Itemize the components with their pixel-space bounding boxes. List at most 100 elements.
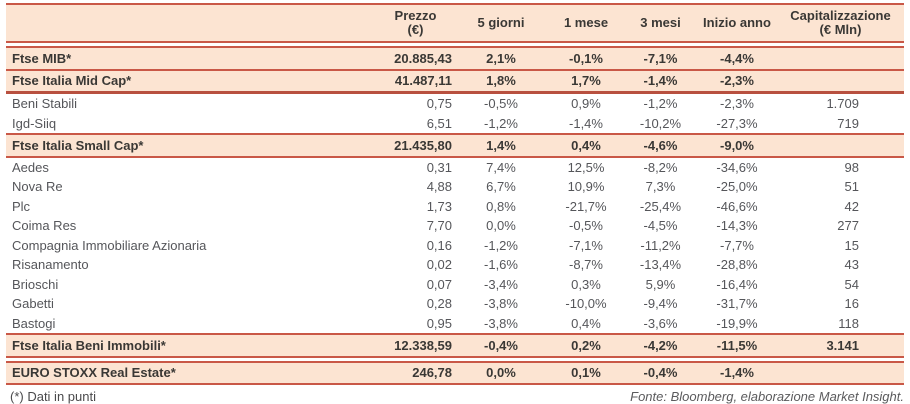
prices-table: Prezzo (€) 5 giorni 1 mese 3 mesi Inizio… bbox=[6, 3, 904, 385]
row-capitalizzazione: 118 bbox=[838, 315, 859, 331]
table-row: Compagnia Immobiliare Azionaria 0,16 -1,… bbox=[6, 235, 904, 255]
row-5-giorni: -3,8% bbox=[484, 296, 518, 312]
row-1-mese: 10,9% bbox=[567, 179, 605, 195]
row-name: Compagnia Immobiliare Azionaria bbox=[12, 237, 207, 253]
row-name: Coima Res bbox=[12, 218, 77, 234]
row-capitalizzazione: 16 bbox=[844, 296, 859, 312]
table-top-rule bbox=[6, 3, 904, 5]
row-prezzo: 12.338,59 bbox=[394, 337, 452, 353]
row-name: Ftse Italia Mid Cap* bbox=[12, 73, 132, 89]
row-inizio-anno: -27,3% bbox=[716, 115, 758, 131]
row-inizio-anno: -34,6% bbox=[716, 159, 758, 175]
row-3-mesi: -1,4% bbox=[643, 73, 678, 89]
row-name: Risanamento bbox=[12, 257, 89, 273]
row-name: Ftse MIB* bbox=[12, 50, 72, 66]
table-row: Beni Stabili 0,75 -0,5% 0,9% -1,2% -2,3%… bbox=[6, 94, 904, 114]
row-3-mesi: -4,5% bbox=[643, 218, 678, 234]
row-inizio-anno: -16,4% bbox=[716, 276, 758, 292]
row-divider bbox=[6, 91, 904, 94]
table-row: Nova Re 4,88 6,7% 10,9% 7,3% -25,0% 51 bbox=[6, 177, 904, 197]
row-name: Brioschi bbox=[12, 276, 59, 292]
row-1-mese: 0,4% bbox=[571, 315, 601, 331]
row-3-mesi: -9,4% bbox=[643, 296, 678, 312]
header-cell-3-mesi: 3 mesi bbox=[640, 14, 681, 30]
row-prezzo: 0,16 bbox=[426, 237, 452, 253]
row-divider bbox=[6, 333, 904, 335]
table-footer: (*) Dati in punti Fonte: Bloomberg, elab… bbox=[6, 389, 904, 404]
row-name: Plc bbox=[12, 198, 31, 214]
row-divider bbox=[6, 383, 904, 385]
row-prezzo: 41.487,11 bbox=[394, 73, 452, 89]
row-inizio-anno: -2,3% bbox=[720, 96, 754, 112]
row-1-mese: -0,1% bbox=[569, 50, 603, 66]
row-divider bbox=[6, 355, 904, 363]
row-prezzo: 20.885,43 bbox=[394, 50, 452, 66]
table-row: Ftse Italia Small Cap* 21.435,80 1,4% 0,… bbox=[6, 135, 904, 156]
table-row: Igd-Siiq 6,51 -1,2% -1,4% -10,2% -27,3% … bbox=[6, 113, 904, 133]
row-5-giorni: 1,4% bbox=[486, 137, 516, 153]
row-name: Gabetti bbox=[12, 296, 54, 312]
row-prezzo: 6,51 bbox=[426, 115, 452, 131]
table-row: Coima Res 7,70 0,0% -0,5% -4,5% -14,3% 2… bbox=[6, 216, 904, 236]
header-cell-prezzo: Prezzo (€) bbox=[394, 7, 437, 37]
row-1-mese: 0,1% bbox=[571, 365, 601, 381]
header-bottom-rule bbox=[6, 41, 904, 48]
row-3-mesi: 5,9% bbox=[645, 276, 676, 292]
row-capitalizzazione: 51 bbox=[844, 179, 859, 195]
row-1-mese: 12,5% bbox=[567, 159, 605, 175]
table-row: Gabetti 0,28 -3,8% -10,0% -9,4% -31,7% 1… bbox=[6, 294, 904, 314]
row-3-mesi: -1,2% bbox=[643, 96, 678, 112]
row-inizio-anno: -11,5% bbox=[716, 337, 758, 353]
row-capitalizzazione: 3.141 bbox=[826, 337, 859, 353]
row-name: Bastogi bbox=[12, 315, 56, 331]
row-3-mesi: -0,4% bbox=[643, 365, 678, 381]
row-prezzo: 4,88 bbox=[426, 179, 452, 195]
row-3-mesi: -10,2% bbox=[639, 115, 682, 131]
row-name: EURO STOXX Real Estate* bbox=[12, 365, 176, 381]
row-divider bbox=[6, 155, 904, 158]
row-divider bbox=[6, 133, 904, 135]
table-row: Brioschi 0,07 -3,4% 0,3% 5,9% -16,4% 54 bbox=[6, 274, 904, 294]
row-1-mese: 0,4% bbox=[571, 137, 601, 153]
row-capitalizzazione: 98 bbox=[844, 159, 859, 175]
row-5-giorni: 7,4% bbox=[486, 159, 516, 175]
row-prezzo: 0,28 bbox=[426, 296, 452, 312]
row-inizio-anno: -25,0% bbox=[716, 179, 758, 195]
row-1-mese: -21,7% bbox=[565, 198, 607, 214]
header-cell-5-giorni: 5 giorni bbox=[477, 14, 525, 30]
table-row: Bastogi 0,95 -3,8% 0,4% -3,6% -19,9% 118 bbox=[6, 313, 904, 333]
row-5-giorni: 1,8% bbox=[486, 73, 516, 89]
row-prezzo: 0,02 bbox=[426, 257, 452, 273]
row-5-giorni: 0,0% bbox=[486, 365, 516, 381]
table-body: Ftse MIB* 20.885,43 2,1% -0,1% -7,1% -4,… bbox=[6, 48, 904, 385]
row-1-mese: -0,5% bbox=[569, 218, 603, 234]
row-5-giorni: -3,8% bbox=[484, 315, 518, 331]
row-prezzo: 0,07 bbox=[426, 276, 452, 292]
row-capitalizzazione: 719 bbox=[837, 115, 859, 131]
row-prezzo: 246,78 bbox=[412, 365, 452, 381]
row-5-giorni: 0,8% bbox=[486, 198, 516, 214]
row-inizio-anno: -9,0% bbox=[720, 137, 754, 153]
row-prezzo: 7,70 bbox=[426, 218, 452, 234]
row-3-mesi: -4,6% bbox=[643, 137, 678, 153]
row-1-mese: -8,7% bbox=[569, 257, 603, 273]
header-cell-1-mese: 1 mese bbox=[563, 14, 609, 30]
table-row: Ftse MIB* 20.885,43 2,1% -0,1% -7,1% -4,… bbox=[6, 48, 904, 69]
row-prezzo: 21.435,80 bbox=[394, 137, 452, 153]
row-capitalizzazione: 42 bbox=[844, 198, 859, 214]
row-3-mesi: -3,6% bbox=[643, 315, 678, 331]
row-5-giorni: -1,6% bbox=[484, 257, 518, 273]
row-1-mese: 0,3% bbox=[571, 276, 601, 292]
table-row: Aedes 0,31 7,4% 12,5% -8,2% -34,6% 98 bbox=[6, 157, 904, 177]
table-row: Ftse Italia Mid Cap* 41.487,11 1,8% 1,7%… bbox=[6, 70, 904, 91]
row-3-mesi: -13,4% bbox=[639, 257, 682, 273]
row-name: Ftse Italia Small Cap* bbox=[12, 137, 144, 153]
row-inizio-anno: -31,7% bbox=[716, 296, 758, 312]
row-name: Igd-Siiq bbox=[12, 115, 57, 131]
row-1-mese: 0,2% bbox=[571, 337, 601, 353]
row-5-giorni: -0,5% bbox=[484, 96, 518, 112]
row-inizio-anno: -28,8% bbox=[716, 257, 758, 273]
footnote-dati-in-punti: (*) Dati in punti bbox=[10, 389, 96, 404]
row-1-mese: 0,9% bbox=[571, 96, 601, 112]
